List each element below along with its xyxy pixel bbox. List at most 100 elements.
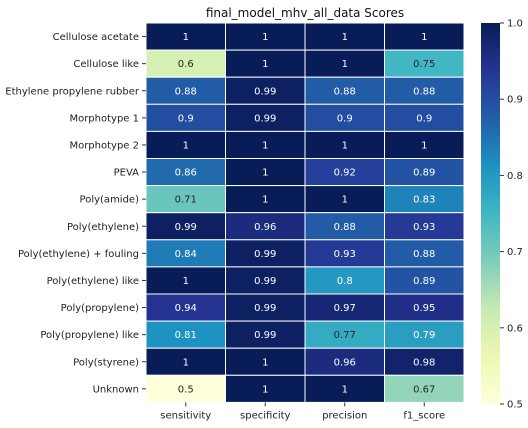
heatmap-cell xyxy=(304,185,385,214)
cell-value-label: 0.9 xyxy=(178,113,194,124)
heatmap-cell xyxy=(384,293,465,322)
cell-value-label: 1 xyxy=(262,195,268,206)
cell-value-label: 0.88 xyxy=(334,222,356,233)
column-label: sensitivity xyxy=(160,410,211,421)
cell-value-label: 0.99 xyxy=(254,249,276,260)
cell-value-label: 1 xyxy=(342,59,348,70)
row-label: Unknown xyxy=(93,384,139,395)
cell-value-label: 1 xyxy=(262,357,268,368)
colorbar: 0.5 0.6 0.7 0.8 0.9 1.0 xyxy=(481,19,523,411)
cell-value-label: 1 xyxy=(262,384,268,395)
cell-value-label: 0.96 xyxy=(254,222,276,233)
heatmap-cell xyxy=(384,374,465,403)
heatmap-cells: 1 1 1 1 0.6 1 1 0.75 0.88 0.99 0.88 0.88 0.9 0.99 0.9 0… xyxy=(145,22,465,403)
cell-value-label: 0.92 xyxy=(334,168,356,179)
heatmap-cell xyxy=(225,347,306,376)
heatmap-cell xyxy=(384,239,465,268)
cell-value-label: 0.67 xyxy=(413,384,435,395)
cell-value-label: 0.5 xyxy=(178,384,194,395)
row-label: Cellulose acetate xyxy=(53,32,139,43)
colorbar-tick-label: 1.0 xyxy=(507,19,523,30)
heatmap-cell xyxy=(384,185,465,214)
cell-value-label: 1 xyxy=(183,357,189,368)
column-label: f1_score xyxy=(403,410,445,421)
cell-value-label: 0.84 xyxy=(175,249,197,260)
heatmap-cell xyxy=(304,158,385,187)
cell-value-label: 0.79 xyxy=(413,330,435,341)
row-labels: Cellulose acetate Cellulose like Ethylene … xyxy=(5,32,146,395)
column-label: specificity xyxy=(240,410,290,421)
heatmap-cell xyxy=(384,347,465,376)
heatmap-cell xyxy=(384,49,465,78)
heatmap-cell xyxy=(225,49,306,78)
cell-value-label: 0.81 xyxy=(175,330,197,341)
heatmap-cell xyxy=(145,212,226,241)
colorbar-tick-label: 0.7 xyxy=(507,247,523,258)
cell-value-label: 0.9 xyxy=(337,113,353,124)
cell-value-label: 0.96 xyxy=(334,357,356,368)
cell-value-label: 0.99 xyxy=(254,303,276,314)
row-label: PEVA xyxy=(114,168,140,179)
cell-value-label: 0.77 xyxy=(334,330,356,341)
heatmap-cell xyxy=(225,103,306,132)
cell-value-label: 0.9 xyxy=(416,113,432,124)
heatmap-cell xyxy=(304,320,385,349)
heatmap-cell xyxy=(384,22,465,51)
heatmap-cell xyxy=(304,130,385,159)
cell-value-label: 0.99 xyxy=(254,330,276,341)
cell-value-label: 1 xyxy=(342,384,348,395)
row-label: Cellulose like xyxy=(73,59,139,70)
row-label: Poly(styrene) xyxy=(73,357,139,368)
colorbar-tick-label: 0.5 xyxy=(507,400,523,411)
cell-value-label: 1 xyxy=(421,32,427,43)
heatmap-cell xyxy=(145,158,226,187)
cell-value-label: 1 xyxy=(262,59,268,70)
cell-value-label: 0.88 xyxy=(334,86,356,97)
cell-value-label: 0.88 xyxy=(413,249,435,260)
cell-value-label: 0.99 xyxy=(254,276,276,287)
heatmap-cell xyxy=(145,347,226,376)
heatmap-cell xyxy=(384,320,465,349)
heatmap-cell xyxy=(225,22,306,51)
cell-value-label: 1 xyxy=(262,32,268,43)
cell-value-label: 0.93 xyxy=(334,249,356,260)
row-label: Poly(ethylene) like xyxy=(47,276,139,287)
cell-value-label: 0.93 xyxy=(413,222,435,233)
cell-value-label: 1 xyxy=(183,140,189,151)
cell-value-label: 0.99 xyxy=(175,222,197,233)
colorbar-tick-label: 0.9 xyxy=(507,95,523,106)
cell-value-label: 0.97 xyxy=(334,303,356,314)
cell-value-label: 0.99 xyxy=(254,113,276,124)
cell-value-label: 0.6 xyxy=(178,59,194,70)
heatmap-cell xyxy=(225,374,306,403)
heatmap-cell xyxy=(145,320,226,349)
cell-value-label: 1 xyxy=(262,168,268,179)
cell-value-label: 1 xyxy=(183,276,189,287)
cell-value-label: 0.94 xyxy=(175,303,197,314)
row-label: Morphotype 1 xyxy=(69,113,139,124)
chart-title: final_model_mhv_all_data Scores xyxy=(206,6,404,20)
cell-value-label: 1 xyxy=(342,140,348,151)
heatmap-cell xyxy=(225,158,306,187)
cell-value-label: 0.83 xyxy=(413,195,435,206)
colorbar-gradient xyxy=(481,23,500,404)
colorbar-tick-label: 0.8 xyxy=(507,171,523,182)
row-label: Poly(ethylene) + fouling xyxy=(18,249,139,260)
cell-value-label: 0.89 xyxy=(413,276,435,287)
heatmap-cell xyxy=(384,266,465,295)
cell-value-label: 1 xyxy=(342,195,348,206)
cell-value-label: 0.88 xyxy=(175,86,197,97)
cell-value-label: 0.98 xyxy=(413,357,435,368)
row-label: Poly(propylene) like xyxy=(40,330,139,341)
colorbar-tick-label: 0.6 xyxy=(507,323,523,334)
cell-value-label: 1 xyxy=(342,32,348,43)
cell-value-label: 0.89 xyxy=(413,168,435,179)
heatmap-cell xyxy=(384,76,465,105)
heatmap-cell xyxy=(384,130,465,159)
heatmap-cell xyxy=(304,212,385,241)
row-label: Poly(propylene) xyxy=(61,303,139,314)
heatmap-cell xyxy=(384,158,465,187)
cell-value-label: 0.99 xyxy=(254,86,276,97)
heatmap-cell xyxy=(304,347,385,376)
